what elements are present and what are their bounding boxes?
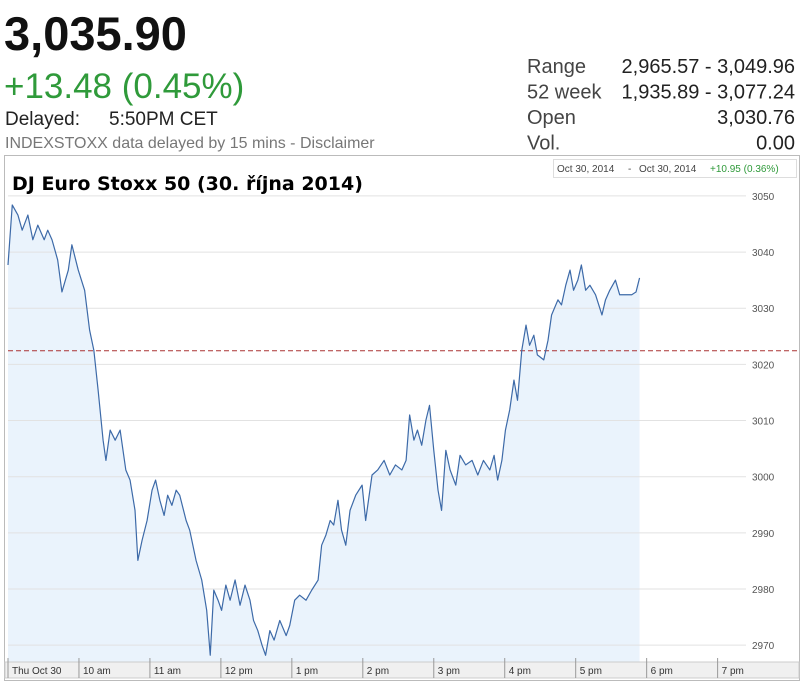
- stat-value: 2,965.57 - 3,049.96: [622, 56, 795, 78]
- range-change: +10.95 (0.36%): [710, 164, 779, 175]
- range-start: Oct 30, 2014: [557, 164, 615, 175]
- chart-title: DJ Euro Stoxx 50 (30. října 2014): [12, 173, 363, 195]
- stat-label: Vol.: [527, 133, 560, 155]
- x-tick-label: 3 pm: [438, 666, 460, 677]
- range-end: Oct 30, 2014: [639, 164, 697, 175]
- stat-value: 3,030.76: [717, 107, 795, 129]
- price-change: +13.48 (0.45%): [4, 67, 244, 106]
- x-tick-label: 1 pm: [296, 666, 318, 677]
- stat-value: 1,935.89 - 3,077.24: [622, 82, 795, 104]
- x-tick-label: 11 am: [154, 666, 181, 677]
- y-tick-label: 3050: [752, 192, 775, 203]
- x-tick-label: Thu Oct 30: [12, 666, 62, 677]
- x-tick-label: 5 pm: [580, 666, 602, 677]
- stat-label: 52 week: [527, 82, 602, 104]
- y-tick-label: 2980: [752, 585, 775, 596]
- x-tick-label: 6 pm: [651, 666, 673, 677]
- price: 3,035.90: [4, 7, 187, 60]
- x-axis-band: [4, 661, 800, 679]
- y-tick-label: 3010: [752, 417, 775, 428]
- y-tick-label: 2970: [752, 641, 775, 652]
- x-tick-label: 4 pm: [509, 666, 531, 677]
- range-box: [553, 159, 797, 178]
- y-tick-label: 2990: [752, 529, 775, 540]
- plot: 2970 2980 2990 3000 3010 3020 3030 3040 3050 Thu …: [4, 192, 800, 679]
- area-fill: [8, 204, 640, 663]
- delayed-time: 5:50PM CET: [109, 109, 218, 130]
- x-tick-label: 12 pm: [225, 666, 253, 677]
- stat-value: 0.00: [756, 133, 795, 155]
- range-separator: -: [628, 164, 631, 175]
- y-tick-label: 3020: [752, 360, 775, 371]
- price-line: [7, 204, 641, 656]
- y-tick-label: 3040: [752, 248, 775, 259]
- disclaimer: INDEXSTOXX data delayed by 15 mins - Dis…: [5, 135, 375, 152]
- x-tick-label: 10 am: [83, 666, 111, 677]
- stat-label: Open: [527, 107, 576, 129]
- delayed-label: Delayed:: [5, 109, 80, 130]
- stat-label: Range: [527, 56, 586, 78]
- x-tick-label: 7 pm: [722, 666, 744, 677]
- y-tick-label: 3000: [752, 473, 775, 484]
- stats-table: Range 2,965.57 - 3,049.96 52 week 1,935.89 …: [527, 56, 795, 155]
- x-tick-label: 2 pm: [367, 666, 389, 677]
- y-tick-label: 3030: [752, 304, 775, 315]
